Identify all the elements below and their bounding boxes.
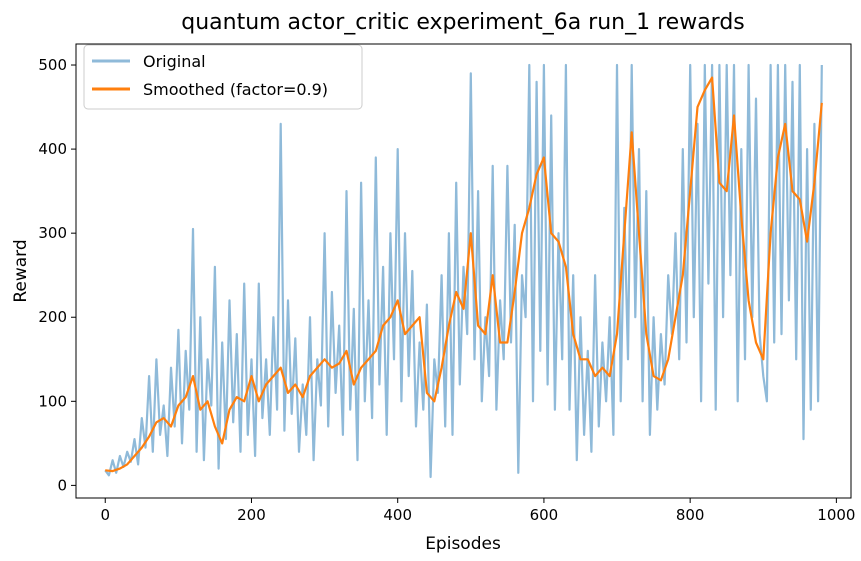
legend-label-original: Original [143, 52, 206, 71]
y-tick-label: 400 [38, 140, 67, 158]
y-tick-label: 0 [57, 476, 67, 494]
y-tick-label: 500 [38, 56, 67, 74]
series-layer [104, 63, 823, 479]
x-tick-label: 800 [676, 506, 705, 524]
series-line-smoothed [105, 76, 823, 473]
plot-frame [75, 43, 852, 499]
y-axis: 0 100 200 300 400 500 [38, 56, 76, 494]
legend-box [83, 44, 363, 110]
y-tick-label: 300 [38, 224, 67, 242]
x-tick-label: 200 [237, 506, 266, 524]
legend-label-smoothed: Smoothed (factor=0.9) [143, 80, 328, 99]
x-tick-label: 600 [530, 506, 559, 524]
y-tick-label: 100 [38, 392, 67, 410]
x-tick-label: 0 [100, 506, 110, 524]
x-tick-label: 1000 [817, 506, 855, 524]
series-line-original [104, 63, 823, 479]
x-tick-label: 400 [383, 506, 412, 524]
x-axis: 0 200 400 600 800 1000 [100, 498, 855, 524]
y-tick-label: 200 [38, 308, 67, 326]
y-axis-label: Reward [11, 239, 31, 302]
x-axis-label: Episodes [425, 534, 501, 554]
legend: Original Smoothed (factor=0.9) [83, 44, 363, 110]
chart-title: quantum actor_critic experiment_6a run_1… [181, 10, 745, 35]
